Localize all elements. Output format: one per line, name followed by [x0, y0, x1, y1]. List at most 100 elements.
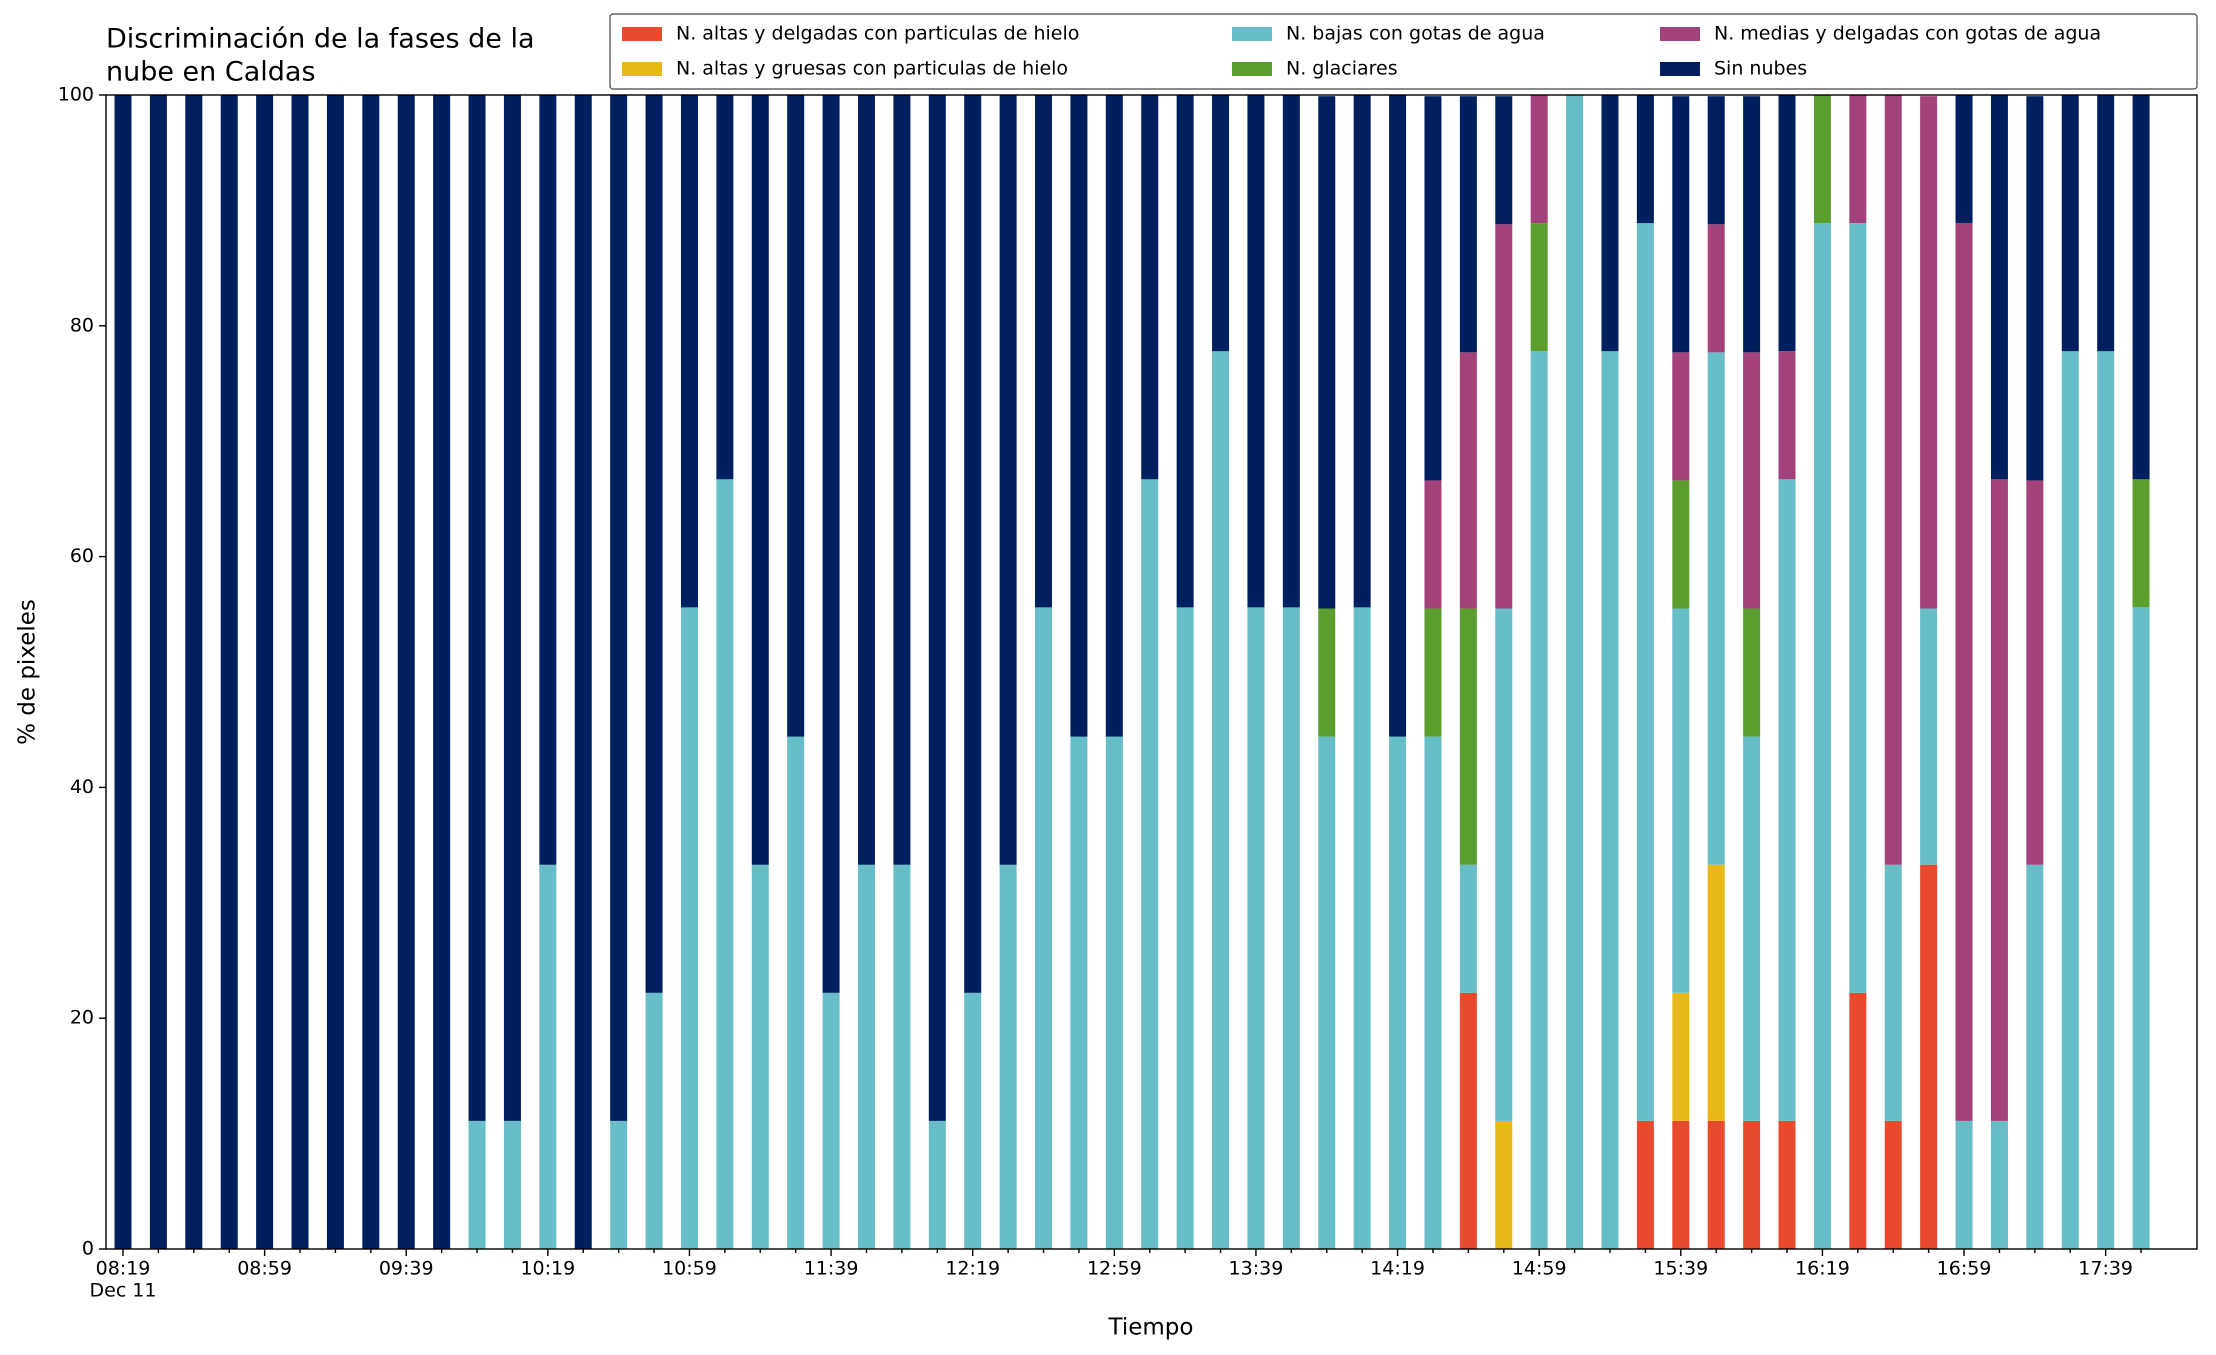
bar-segment — [1141, 479, 1159, 1250]
bar-segment — [893, 864, 911, 1249]
bar-segment — [326, 95, 344, 1249]
bar-segment — [1035, 95, 1053, 608]
bar-segment — [256, 95, 274, 1249]
bar-segment — [1813, 95, 1831, 224]
bar-segment — [716, 479, 734, 1250]
bar-segment — [1707, 864, 1725, 1121]
bar-segment — [1849, 223, 1867, 993]
x-tick-label: 17:39 — [2078, 1258, 2133, 1280]
bar-segment — [1459, 864, 1477, 993]
bar-segment — [716, 95, 734, 480]
bar-segment — [1707, 1120, 1725, 1249]
bar-segment — [893, 95, 911, 865]
legend-swatch — [622, 62, 662, 76]
bar-segment — [2026, 480, 2044, 865]
bar-segment — [1990, 95, 2008, 480]
x-tick-label: 16:59 — [1937, 1258, 1992, 1280]
x-tick-label: 14:19 — [1370, 1258, 1425, 1280]
x-tick-label: 15:39 — [1653, 1258, 1708, 1280]
bar-segment — [2097, 95, 2115, 352]
bar-segment — [1672, 96, 1690, 353]
bar-segment — [2132, 607, 2150, 1249]
bar-segment — [1176, 607, 1194, 1249]
bar-segment — [1884, 95, 1902, 865]
bar-segment — [1318, 608, 1336, 737]
bar-segment — [1849, 992, 1867, 1249]
x-tick-label: 16:19 — [1795, 1258, 1850, 1280]
chart-title-line: Discriminación de la fases de la — [106, 24, 535, 55]
legend-label: N. altas y gruesas con particulas de hie… — [676, 58, 1068, 80]
bar-segment — [1778, 1120, 1796, 1249]
bar-segment — [999, 95, 1017, 865]
bar-segment — [503, 95, 521, 1121]
legend-swatch — [622, 27, 662, 41]
bar-segment — [1778, 95, 1796, 352]
bar-segment — [1176, 95, 1194, 608]
bar-segment — [1636, 223, 1654, 1121]
bar-segment — [291, 95, 309, 1249]
legend-swatch — [1660, 27, 1700, 41]
bar-segment — [787, 95, 805, 737]
legend-label: Sin nubes — [1714, 58, 1807, 80]
bar-segment — [433, 95, 451, 1249]
bar-segment — [1884, 1120, 1902, 1249]
x-axis-label: Tiempo — [1108, 1315, 1194, 1341]
bar-segment — [2097, 351, 2115, 1249]
bar-segment — [1743, 736, 1761, 1121]
x-tick-label: 08:59 — [237, 1258, 292, 1280]
bar-segment — [1778, 479, 1796, 1121]
bar-segment — [1920, 96, 1938, 609]
y-tick-label: 100 — [58, 84, 94, 106]
bar-segment — [1743, 1120, 1761, 1249]
bar-segment — [1990, 1120, 2008, 1249]
bar-segment — [539, 864, 557, 1249]
bar-segment — [1672, 480, 1690, 609]
bar-segment — [539, 95, 557, 865]
bar-segment — [680, 607, 698, 1249]
x-tick-label: 14:59 — [1512, 1258, 1567, 1280]
x-tick-label: 09:39 — [379, 1258, 434, 1280]
bar-segment — [468, 95, 486, 1121]
x-tick-label: 13:39 — [1229, 1258, 1284, 1280]
bar-segment — [2061, 95, 2079, 352]
bar-segment — [1672, 992, 1690, 1121]
bar-segment — [1389, 736, 1407, 1249]
bar-segment — [1212, 95, 1230, 352]
legend-box — [609, 13, 2198, 90]
bar-segment — [1636, 95, 1654, 224]
bar-segment — [1672, 608, 1690, 993]
plot-frame — [105, 94, 2198, 1250]
bar-segment — [1424, 96, 1442, 481]
bar-segment — [1459, 352, 1477, 609]
bar-segment — [857, 864, 875, 1249]
y-axis-label: % de pixeles — [15, 599, 41, 745]
x-tick-label: 08:19 — [96, 1258, 151, 1280]
bar-segment — [114, 95, 132, 1249]
bar-segment — [1778, 351, 1796, 480]
bar-segment — [2132, 95, 2150, 480]
bar-segment — [362, 95, 380, 1249]
bar-segment — [2026, 864, 2044, 1249]
bar-segment — [1601, 95, 1619, 352]
bar-segment — [1318, 96, 1336, 609]
bar-segment — [1212, 351, 1230, 1249]
bar-segment — [1459, 992, 1477, 1249]
x-tick-label: 12:19 — [945, 1258, 1000, 1280]
bar-segment — [1530, 95, 1548, 224]
bar-segment — [1955, 1120, 1973, 1249]
bar-segment — [1070, 736, 1088, 1249]
bar-segment — [1990, 479, 2008, 1121]
bar-segment — [468, 1120, 486, 1249]
bar-segment — [1743, 352, 1761, 609]
bar-segment — [397, 95, 415, 1249]
bar-segment — [1955, 223, 1973, 1121]
bar-segment — [149, 95, 167, 1249]
bar-segment — [645, 95, 663, 993]
bar-segment — [645, 992, 663, 1249]
bar-segment — [1495, 608, 1513, 1121]
bar-segment — [1353, 607, 1371, 1249]
bar-segment — [220, 95, 238, 1249]
legend-swatch — [1232, 62, 1272, 76]
legend-label: N. glaciares — [1286, 58, 1398, 80]
bar-segment — [822, 95, 840, 993]
